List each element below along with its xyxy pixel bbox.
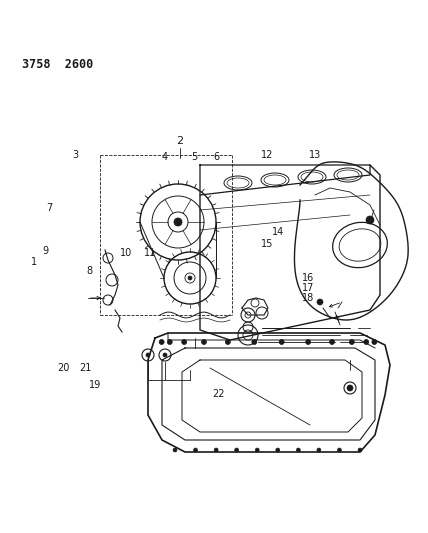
Text: 11: 11 <box>144 248 156 258</box>
Text: 6: 6 <box>213 152 219 161</box>
Circle shape <box>372 340 377 344</box>
Text: 16: 16 <box>302 273 314 283</box>
Text: 3758  2600: 3758 2600 <box>22 58 93 71</box>
Circle shape <box>347 385 353 391</box>
Circle shape <box>358 448 362 452</box>
Circle shape <box>214 448 218 452</box>
Text: 10: 10 <box>120 248 132 258</box>
Circle shape <box>317 448 321 452</box>
Circle shape <box>167 340 172 344</box>
Circle shape <box>226 340 230 344</box>
Text: 12: 12 <box>262 150 273 159</box>
Circle shape <box>181 340 187 344</box>
Circle shape <box>349 340 354 344</box>
Circle shape <box>296 448 300 452</box>
Circle shape <box>306 340 311 344</box>
Circle shape <box>173 448 177 452</box>
Circle shape <box>364 340 369 344</box>
Circle shape <box>366 216 374 224</box>
Text: 20: 20 <box>57 363 69 373</box>
Text: 4: 4 <box>162 152 168 161</box>
Circle shape <box>252 340 257 344</box>
Text: 17: 17 <box>302 284 314 293</box>
Circle shape <box>279 340 284 344</box>
Circle shape <box>348 386 352 390</box>
Text: 22: 22 <box>212 390 225 399</box>
Circle shape <box>235 448 239 452</box>
Text: 21: 21 <box>80 363 92 373</box>
Text: 8: 8 <box>87 266 93 276</box>
Text: 1: 1 <box>31 257 37 267</box>
Text: 9: 9 <box>42 246 48 255</box>
Text: 5: 5 <box>192 152 198 161</box>
Circle shape <box>255 448 259 452</box>
Circle shape <box>174 218 182 226</box>
Circle shape <box>159 340 164 344</box>
Text: 18: 18 <box>302 294 314 303</box>
Text: 2: 2 <box>176 136 183 146</box>
Circle shape <box>193 448 198 452</box>
Text: 14: 14 <box>272 227 284 237</box>
Circle shape <box>337 448 342 452</box>
Text: 15: 15 <box>262 239 273 248</box>
Text: 19: 19 <box>89 380 101 390</box>
Circle shape <box>202 340 206 344</box>
Circle shape <box>163 353 167 357</box>
Text: 7: 7 <box>46 203 52 213</box>
Circle shape <box>317 299 323 305</box>
Text: 13: 13 <box>309 150 321 159</box>
Circle shape <box>276 448 280 452</box>
Text: 3: 3 <box>72 150 78 159</box>
Circle shape <box>146 353 150 357</box>
Circle shape <box>188 276 192 280</box>
Circle shape <box>330 340 335 344</box>
